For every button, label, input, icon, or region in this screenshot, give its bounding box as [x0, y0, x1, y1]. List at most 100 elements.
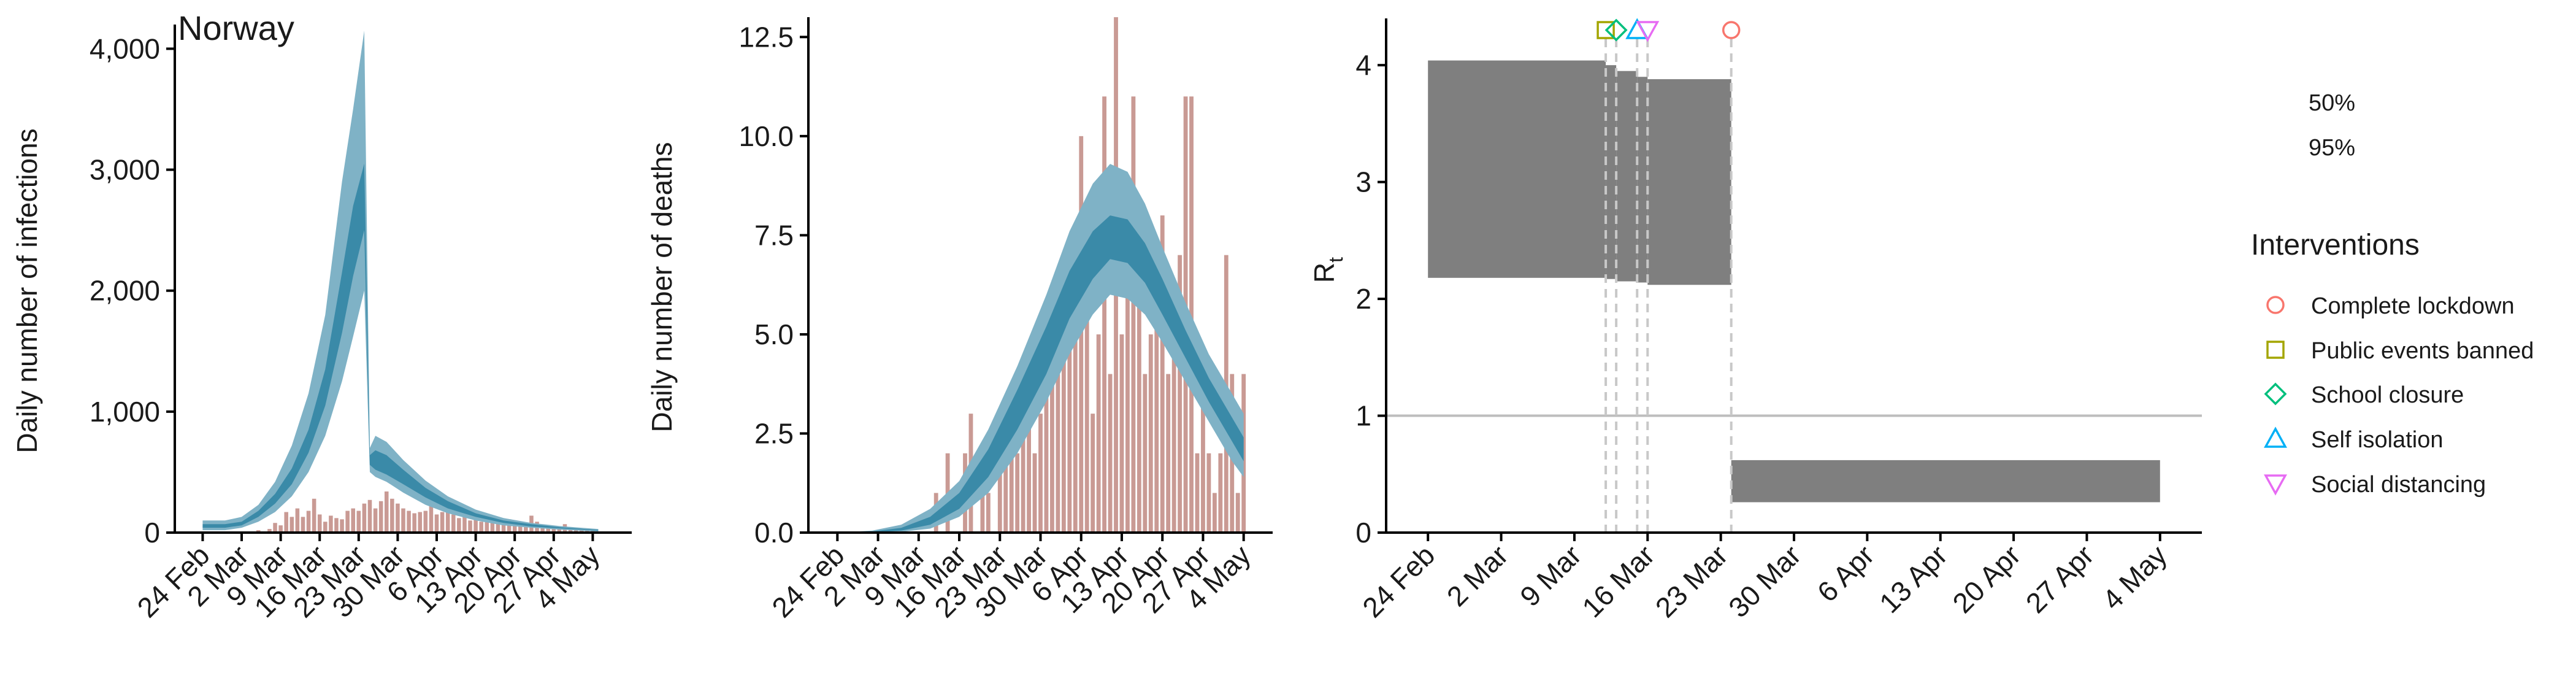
bar	[356, 511, 361, 533]
bar	[1212, 493, 1217, 533]
bar	[518, 523, 523, 533]
bar	[1201, 374, 1205, 533]
y-axis-label-subscript: t	[1325, 257, 1347, 263]
bar	[479, 522, 483, 533]
bar	[512, 525, 517, 533]
bar	[396, 503, 400, 533]
intervention-marker	[1604, 18, 1628, 42]
bar	[1206, 453, 1211, 533]
bar	[1119, 334, 1124, 533]
bar	[1021, 374, 1025, 533]
bar	[1015, 453, 1020, 533]
bar	[540, 525, 545, 533]
bar	[496, 520, 500, 533]
bar	[1061, 334, 1066, 533]
bar	[473, 519, 478, 533]
y-tick-label: 3,000	[90, 154, 160, 186]
ci-50-band	[837, 215, 1244, 533]
legend-marker	[2266, 341, 2285, 359]
chart-title: Norway	[178, 9, 294, 47]
bar	[451, 514, 456, 533]
y-tick-label: 4	[1355, 49, 1371, 81]
bar	[1195, 453, 1200, 533]
bar	[345, 511, 350, 533]
bar	[490, 522, 495, 533]
y-tick-label: 5.0	[754, 318, 794, 350]
bar	[1235, 493, 1240, 533]
bar	[1102, 96, 1106, 533]
legend: 50% 95% Interventions Complete lockdown Publ…	[2251, 90, 2534, 498]
rt-ci-band	[1616, 71, 1638, 282]
bar	[373, 508, 378, 533]
y-tick-label: 0.0	[754, 517, 794, 549]
bar	[1073, 334, 1078, 533]
bar	[546, 525, 550, 533]
y-tick-label: 2	[1355, 283, 1371, 315]
legend-marker	[2264, 474, 2287, 496]
legend-item-label: Social distancing	[2311, 472, 2486, 498]
bar	[1148, 334, 1153, 533]
bar	[524, 524, 528, 533]
y-axis-label-main: R	[1308, 263, 1340, 283]
bar	[434, 514, 439, 533]
bar	[323, 522, 328, 533]
y-tick-label: 10.0	[738, 120, 794, 152]
bar	[423, 511, 428, 533]
bar	[340, 519, 344, 533]
intervention-marker	[1722, 21, 1741, 39]
bar	[1096, 334, 1101, 533]
rt-ci-band	[1428, 60, 1606, 278]
y-tick-label: 7.5	[754, 219, 794, 251]
bar	[401, 508, 405, 533]
bar	[1044, 334, 1049, 533]
bar	[1154, 295, 1159, 533]
bar	[334, 518, 339, 533]
bar	[573, 529, 578, 533]
bar	[407, 511, 411, 533]
y-tick-label: 2.5	[754, 417, 794, 449]
y-tick-label: 2,000	[90, 275, 160, 307]
bar	[317, 514, 322, 533]
bar	[1056, 374, 1060, 533]
bar	[1084, 295, 1089, 533]
legend-marker	[2266, 296, 2285, 314]
bar	[390, 498, 394, 533]
intervention-marker	[1636, 21, 1660, 42]
bar	[418, 512, 423, 533]
bar	[551, 528, 556, 533]
bar	[1131, 96, 1136, 533]
bar	[351, 508, 356, 533]
bar	[1091, 414, 1095, 533]
legend-marker	[2264, 382, 2287, 406]
bar	[362, 503, 367, 533]
bar	[1108, 374, 1113, 533]
bar	[1125, 255, 1130, 533]
bar	[1160, 215, 1165, 533]
bar	[1003, 453, 1008, 533]
bar	[1171, 334, 1176, 533]
y-tick-label: 3	[1355, 166, 1371, 198]
bar	[1178, 255, 1183, 533]
legend-item-label: Public events banned	[2311, 338, 2534, 364]
bar	[267, 529, 272, 533]
bar	[501, 524, 506, 533]
ci-legend-label: 50%	[2309, 90, 2355, 116]
bar	[468, 520, 472, 533]
bar	[462, 515, 467, 533]
bar	[1027, 374, 1031, 533]
y-tick-label: 0	[1355, 517, 1371, 549]
bar	[1050, 295, 1054, 533]
rt-ci-band	[1606, 65, 1617, 279]
bar	[312, 498, 316, 533]
rt-ci-band	[1647, 79, 1731, 285]
y-tick-label: 12.5	[738, 21, 794, 53]
legend-title: Interventions	[2251, 229, 2420, 261]
bar	[412, 513, 416, 533]
bar	[986, 493, 991, 533]
bar	[329, 515, 333, 533]
y-tick-label: 4,000	[90, 33, 160, 64]
bar	[273, 523, 277, 533]
bar	[306, 511, 311, 533]
y-tick-label: 1,000	[90, 396, 160, 428]
bar	[1038, 414, 1043, 533]
